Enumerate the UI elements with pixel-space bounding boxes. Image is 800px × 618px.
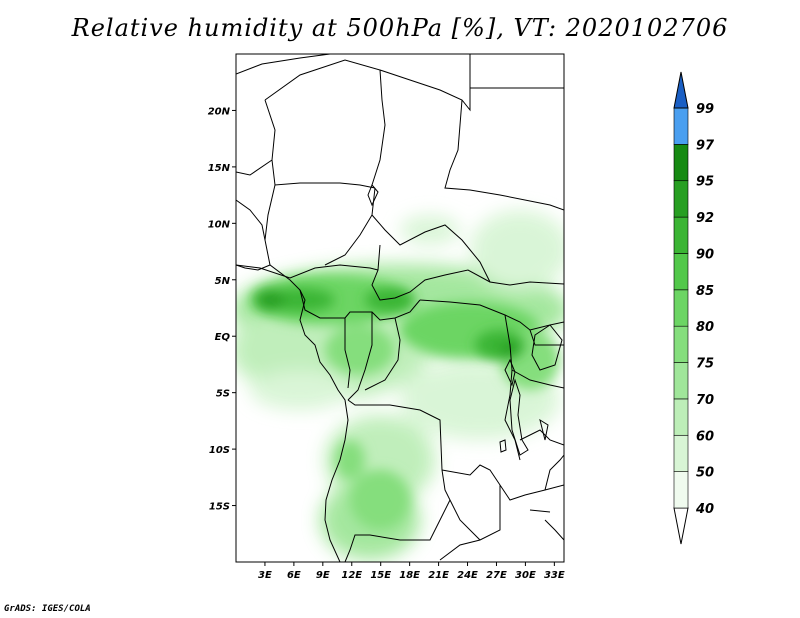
- colorbar: 40 50 60 70 75 80 85 90 92 95 97 99: [673, 71, 715, 545]
- country-borders: [236, 54, 564, 562]
- colorbar-label: 97: [696, 138, 715, 153]
- lat-tick-label: 5S: [216, 389, 230, 400]
- latitude-axis: 20N 15N 10N 5N EQ 5S 10S 15S: [208, 106, 236, 513]
- colorbar-swatch: [673, 325, 689, 363]
- colorbar-top-triangle: [673, 71, 689, 109]
- longitude-axis: 3E 6E 9E 12E 15E 18E 21E 24E 27E 30E 33E: [258, 562, 565, 581]
- lon-tick-label: 3E: [258, 570, 272, 581]
- colorbar-label: 75: [696, 357, 714, 372]
- lat-tick-label: 15S: [209, 502, 230, 513]
- lakes: [367, 184, 563, 456]
- colorbar-label: 50: [696, 466, 714, 481]
- colorbar-swatch: [673, 471, 689, 509]
- lon-tick-label: 30E: [515, 570, 536, 581]
- lon-tick-label: 9E: [316, 570, 330, 581]
- colorbar-swatch: [673, 289, 689, 327]
- lat-tick-label: 5N: [215, 276, 231, 287]
- colorbar-label: 92: [696, 211, 714, 226]
- colorbar-swatch: [673, 398, 689, 436]
- colorbar-swatch: [673, 216, 689, 254]
- lon-tick-label: 12E: [341, 570, 362, 581]
- colorbar-swatch: [673, 180, 689, 218]
- map-frame: [235, 53, 565, 563]
- colorbar-swatch: [673, 434, 689, 472]
- lon-tick-label: 6E: [287, 570, 301, 581]
- colorbar-label: 60: [696, 429, 714, 444]
- grads-credit: GrADS: IGES/COLA: [4, 604, 91, 614]
- colorbar-low-triangle: [673, 507, 689, 545]
- colorbar-label: 85: [696, 284, 714, 299]
- colorbar-label: 80: [696, 320, 714, 335]
- colorbar-swatch: [673, 107, 689, 145]
- lon-tick-label: 18E: [399, 570, 420, 581]
- colorbar-swatch: [673, 253, 689, 291]
- lat-tick-label: 20N: [208, 106, 231, 117]
- colorbar-label: 40: [695, 502, 714, 517]
- lat-tick-label: 15N: [208, 163, 231, 174]
- colorbar-swatch: [673, 144, 689, 182]
- colorbar-label: 95: [696, 175, 714, 190]
- colorbar-swatch: [673, 362, 689, 400]
- coastline: [236, 264, 349, 562]
- colorbar-label: 90: [696, 247, 714, 262]
- lon-tick-label: 15E: [370, 570, 391, 581]
- lon-tick-label: 27E: [486, 570, 507, 581]
- lat-tick-label: 10S: [209, 445, 230, 456]
- lon-tick-label: 21E: [428, 570, 449, 581]
- lat-tick-label: 10N: [208, 219, 231, 230]
- colorbar-label: 99: [696, 102, 714, 117]
- map-plot-area: 20N 15N 10N 5N EQ 5S 10S 15S 3E 6E 9E 12E 15E 18E 21E…: [208, 53, 565, 581]
- map-title: Relative humidity at 500hPa [%], VT: 202…: [71, 14, 729, 42]
- lon-tick-label: 24E: [457, 570, 478, 581]
- lat-tick-label: EQ: [215, 332, 231, 343]
- lon-tick-label: 33E: [544, 570, 565, 581]
- colorbar-label: 70: [696, 393, 714, 408]
